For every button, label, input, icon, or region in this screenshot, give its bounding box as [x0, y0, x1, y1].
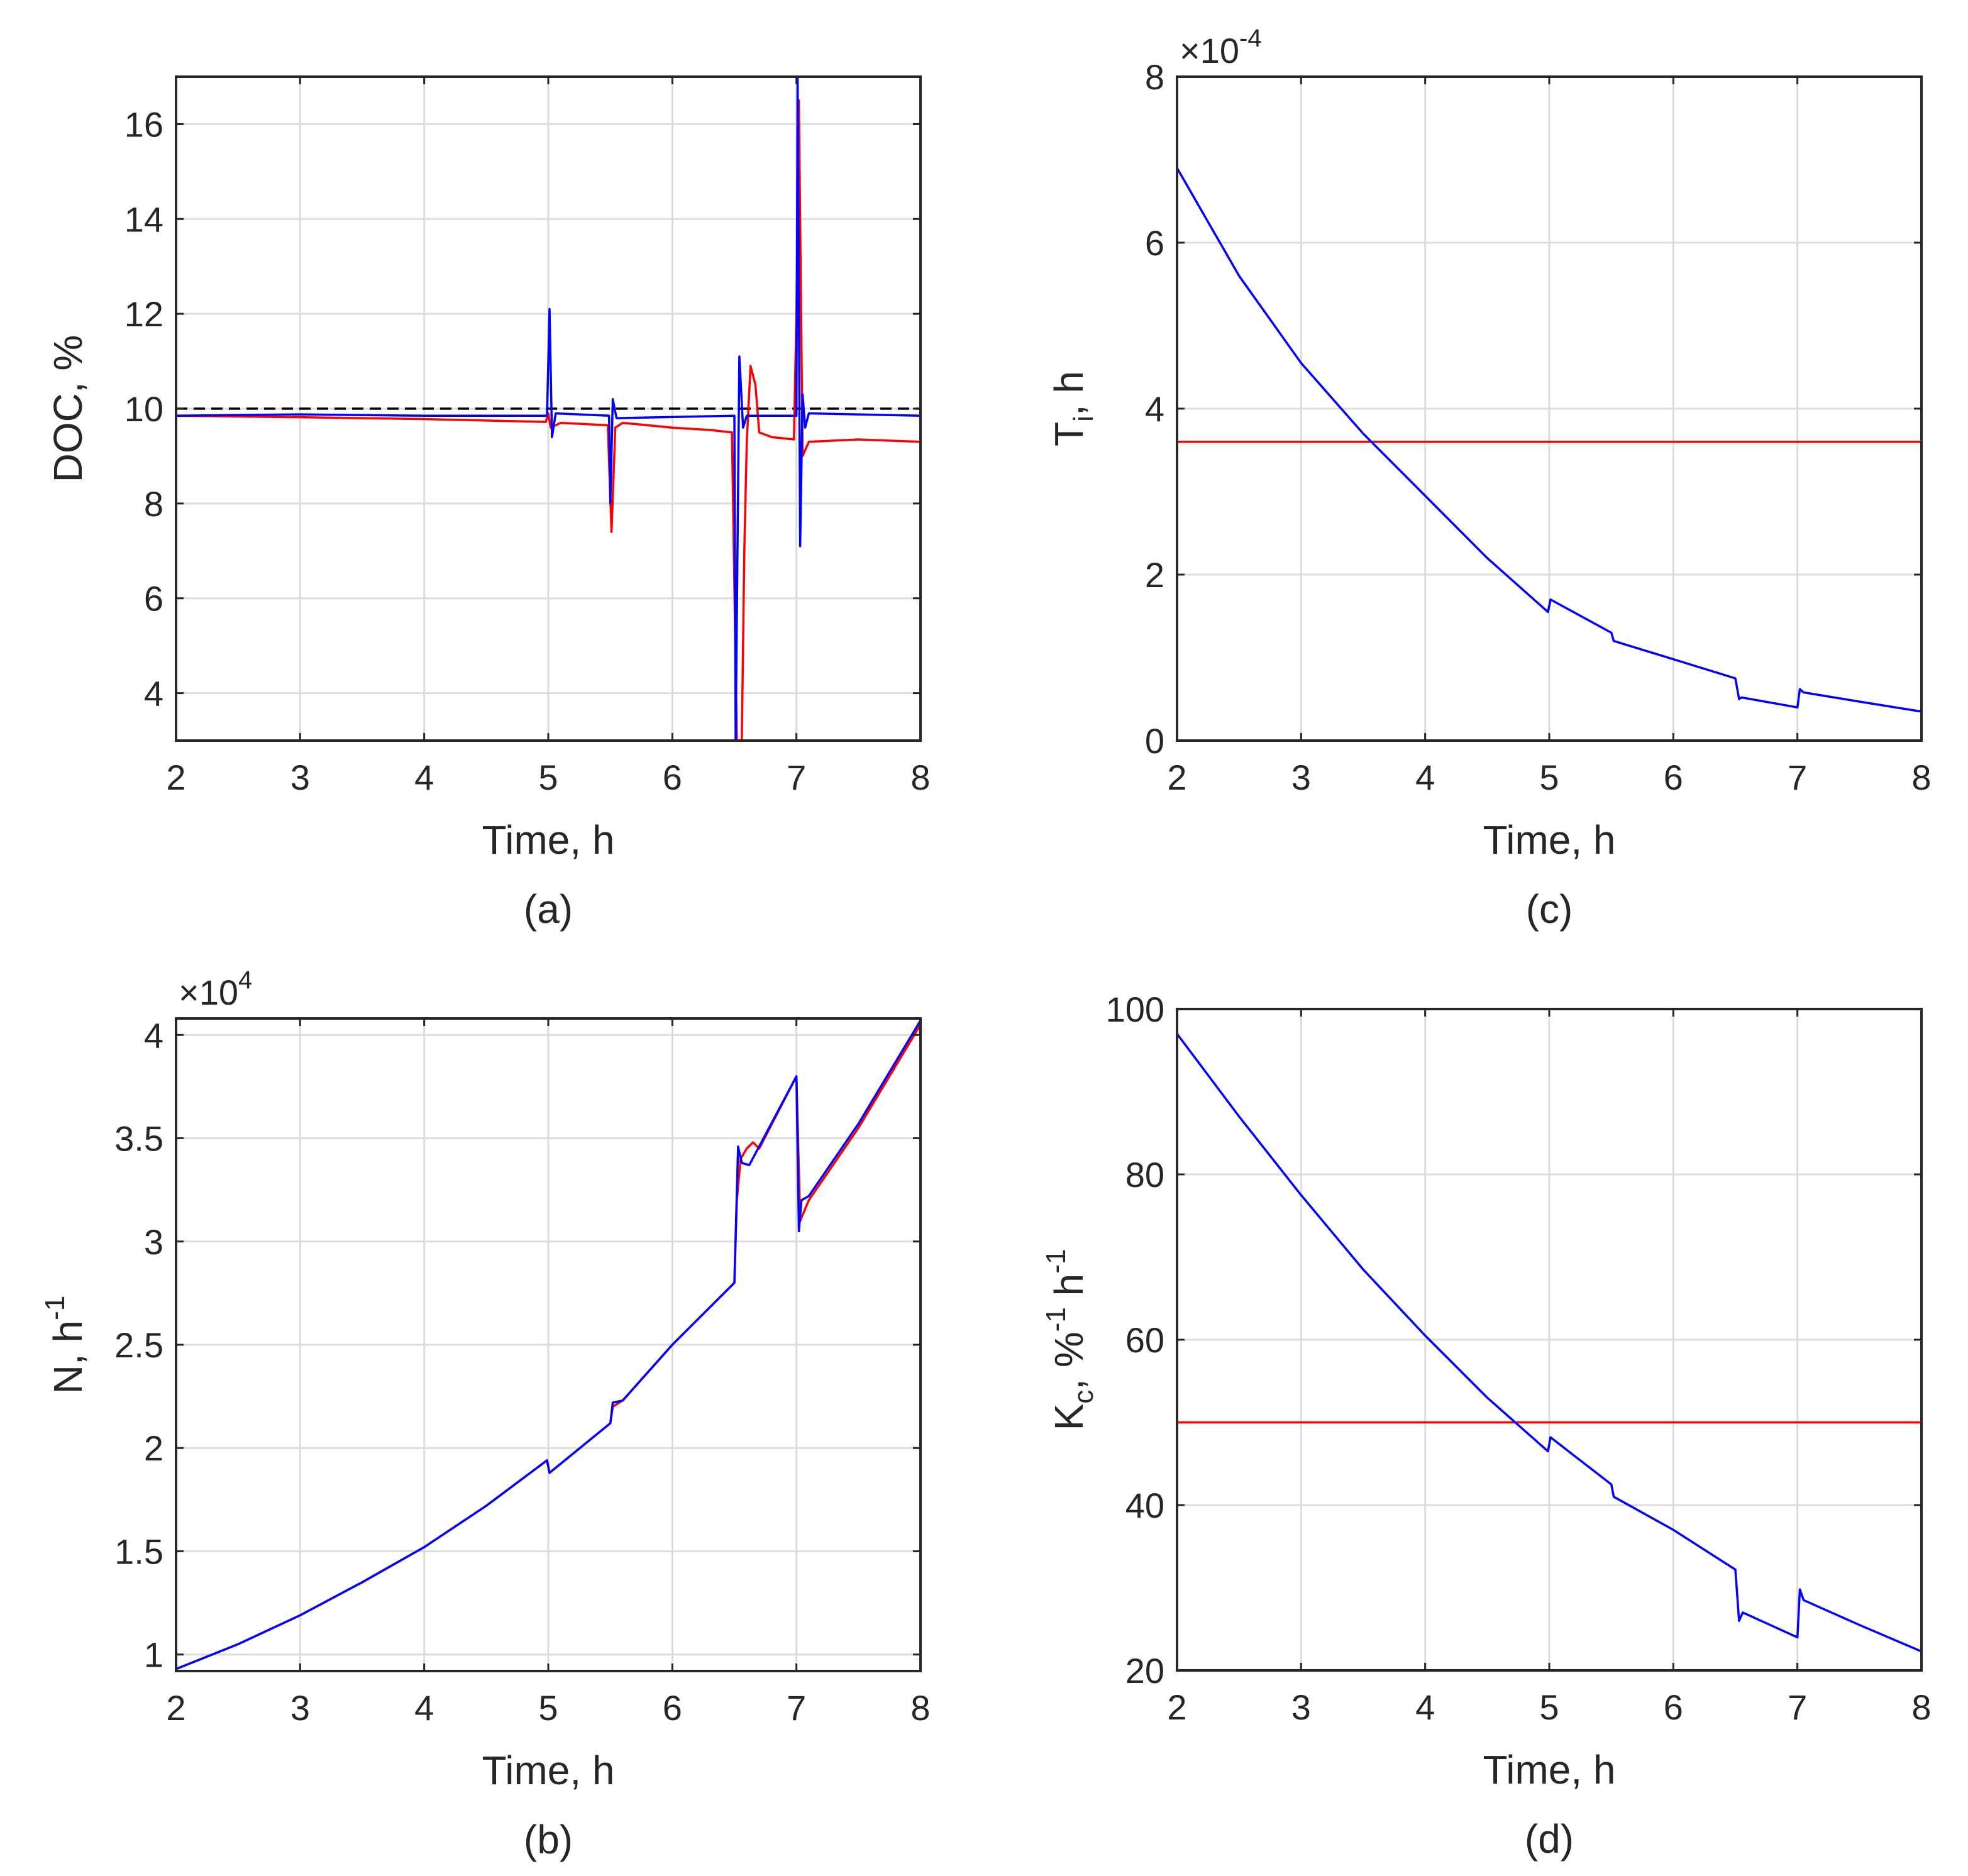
- y-tick-label: 12: [124, 294, 163, 334]
- y-axis-label-text: K: [1046, 1404, 1092, 1431]
- axis-multiplier-exponent: 4: [238, 966, 252, 994]
- y-axis-label: Kc, %-1 h-1: [1041, 1249, 1099, 1431]
- y-tick-label: 2: [144, 1428, 163, 1468]
- panel-caption: (b): [524, 1817, 573, 1862]
- y-tick-label: 2: [1145, 555, 1164, 595]
- y-tick-label: 3.5: [114, 1119, 163, 1159]
- x-axis-label: Time, h: [1483, 817, 1616, 863]
- y-tick-label: 1: [144, 1635, 163, 1675]
- y-axis-label-text: DOC, %: [45, 335, 91, 483]
- series-line-adaptive-pi: [1177, 167, 1921, 713]
- y-tick-label: 100: [1106, 990, 1164, 1029]
- series-line-adaptive-pi: [176, 77, 920, 741]
- x-tick-label: 5: [1539, 1687, 1559, 1727]
- x-tick-label: 4: [1415, 1687, 1435, 1727]
- y-tick-label: 4: [144, 1015, 163, 1055]
- x-tick-label: 2: [1167, 1687, 1186, 1727]
- x-tick-label: 7: [787, 758, 806, 797]
- y-axis-label-text: N, h: [45, 1320, 91, 1394]
- y-tick-label: 60: [1125, 1320, 1164, 1360]
- x-tick-label: 3: [290, 758, 310, 797]
- y-tick-label: 6: [144, 579, 163, 619]
- y-tick-label: 4: [1145, 389, 1164, 429]
- x-tick-label: 8: [1911, 1687, 1931, 1727]
- y-axis-label: Ti, h: [1046, 371, 1099, 446]
- y-axis-label-subscript: c: [1068, 1390, 1099, 1404]
- y-tick-label: 1.5: [114, 1531, 163, 1571]
- series-line-adaptive-pi: [1177, 1033, 1921, 1653]
- panel-caption: (d): [1525, 1816, 1574, 1862]
- x-tick-label: 8: [910, 1688, 930, 1728]
- y-tick-label: 16: [124, 104, 163, 144]
- x-tick-label: 8: [910, 758, 930, 797]
- y-axis-label-superscript2: -1: [1041, 1249, 1071, 1274]
- y-axis-label-suffix: , %: [1046, 1332, 1092, 1389]
- x-tick-label: 7: [1788, 758, 1807, 797]
- axis-multiplier: ×104: [179, 966, 252, 1012]
- x-tick-label: 2: [1167, 758, 1186, 797]
- y-axis-label-subscript: i: [1068, 416, 1099, 422]
- axis-multiplier-base: ×10: [1180, 31, 1239, 70]
- x-tick-label: 8: [1911, 758, 1931, 797]
- y-tick-label: 6: [1145, 223, 1164, 263]
- x-axis-label: Time, h: [1483, 1747, 1616, 1792]
- x-tick-label: 7: [1788, 1687, 1807, 1727]
- axis-multiplier: ×10-4: [1180, 25, 1262, 70]
- y-tick-label: 80: [1125, 1155, 1164, 1195]
- panel-caption: (a): [524, 886, 573, 932]
- y-tick-label: 14: [124, 199, 163, 239]
- y-axis-label: N, h-1: [40, 1296, 91, 1394]
- chart-panel-a: 2 3 4 5 6 7 8 4 6 8 10 12 14 16 Time, h (a) DOC, %: [45, 75, 931, 932]
- x-tick-label: 6: [663, 1688, 682, 1728]
- x-tick-label: 5: [538, 1688, 558, 1728]
- x-axis-label: Time, h: [482, 1748, 615, 1793]
- y-tick-label: 3: [144, 1222, 163, 1262]
- x-tick-label: 2: [166, 758, 185, 797]
- panel-caption: (c): [1526, 886, 1573, 932]
- x-axis-label: Time, h: [482, 817, 615, 863]
- x-tick-label: 4: [1415, 758, 1435, 797]
- x-tick-label: 6: [1664, 1687, 1683, 1727]
- series-line-adaptive-pi: [176, 1020, 920, 1670]
- y-axis-label-text: T: [1046, 422, 1092, 446]
- y-axis-label-superscript: -1: [40, 1296, 70, 1320]
- y-axis-label: DOC, %: [45, 335, 91, 483]
- axis-multiplier-exponent: -4: [1239, 25, 1262, 52]
- axis-multiplier-base: ×10: [179, 973, 238, 1012]
- x-tick-label: 3: [1291, 1687, 1311, 1727]
- y-axis-label-suffix: , h: [1046, 371, 1092, 416]
- y-axis-label-superscript: -1: [1041, 1307, 1071, 1332]
- y-tick-label: 40: [1125, 1486, 1164, 1525]
- x-tick-label: 4: [414, 758, 434, 797]
- y-tick-label: 8: [144, 484, 163, 524]
- x-tick-label: 4: [414, 1688, 434, 1728]
- x-tick-label: 7: [787, 1688, 806, 1728]
- y-tick-label: 2.5: [114, 1325, 163, 1365]
- x-tick-label: 3: [1291, 758, 1311, 797]
- y-tick-label: 0: [1145, 721, 1164, 761]
- x-tick-label: 5: [538, 758, 558, 797]
- x-tick-label: 5: [1539, 758, 1559, 797]
- y-tick-label: 20: [1125, 1651, 1164, 1691]
- x-tick-label: 6: [1664, 758, 1683, 797]
- x-tick-label: 6: [663, 758, 682, 797]
- y-tick-label: 8: [1145, 57, 1164, 97]
- y-axis-label-suffix2: h: [1046, 1274, 1092, 1307]
- x-tick-label: 3: [290, 1688, 310, 1728]
- y-tick-label: 10: [124, 389, 163, 429]
- y-tick-label: 4: [144, 674, 163, 714]
- x-tick-label: 2: [166, 1688, 185, 1728]
